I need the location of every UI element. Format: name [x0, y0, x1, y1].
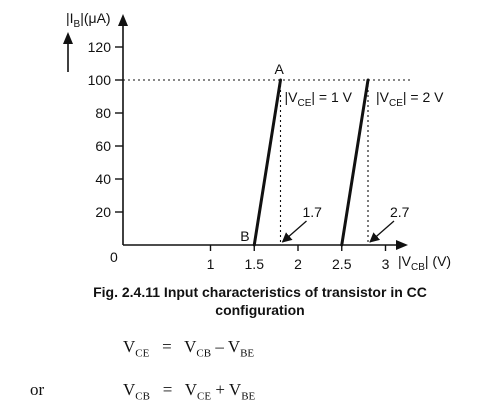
- curves-group: [252, 78, 370, 247]
- annotation-2-7-arrow: [369, 220, 395, 243]
- x-tick-label-3: 3: [382, 256, 390, 272]
- x-axis-arrow: [396, 240, 408, 250]
- x-tick-label-2: 2: [294, 256, 302, 272]
- equation-vce: VCE = VCB – VBE: [123, 337, 255, 360]
- guides-group: [123, 79, 412, 245]
- y-tick-label-100: 100: [88, 72, 112, 88]
- point-label-a: A: [275, 61, 285, 77]
- annotation-2-7: 2.7: [390, 204, 410, 220]
- annotation-1-7-arrow: [281, 220, 307, 243]
- y-label-up-arrow-head: [63, 32, 73, 44]
- y-tick-label-60: 60: [95, 138, 111, 154]
- annotation-1-7: 1.7: [303, 204, 323, 220]
- y-tick-label-20: 20: [95, 204, 111, 220]
- x-tick-label-2.5: 2.5: [332, 256, 352, 272]
- caption-line-2: configuration: [215, 302, 305, 318]
- y-tick-label-80: 80: [95, 105, 111, 121]
- series-line-0: [252, 78, 282, 247]
- series-label-vce-1v: |VCE| = 1 V: [285, 89, 353, 109]
- or-word: or: [30, 380, 45, 399]
- series-line-1: [340, 78, 370, 247]
- equation-vcb: VCB = VCE + VBE: [123, 380, 256, 403]
- y-axis-arrow: [118, 14, 128, 26]
- y-tick-label-40: 40: [95, 171, 111, 187]
- y-tick-label-120: 120: [88, 39, 112, 55]
- series-label-vce-2v: |VCE| = 2 V: [376, 89, 444, 109]
- y-axis-label: |IB|(μA): [66, 10, 111, 30]
- x-axis-label: |VCB| (V): [398, 253, 451, 273]
- x-tick-label-1: 1: [207, 256, 215, 272]
- ticks-group: 20 40 60 80 100 120 1 1.5 2 2.5 3: [88, 39, 390, 272]
- x-tick-label-1.5: 1.5: [245, 256, 265, 272]
- caption-line-1: Fig. 2.4.11 Input characteristics of tra…: [93, 284, 427, 300]
- figure-caption: Fig. 2.4.11 Input characteristics of tra…: [60, 283, 460, 319]
- point-label-b: B: [240, 228, 249, 244]
- origin-label: 0: [110, 249, 118, 265]
